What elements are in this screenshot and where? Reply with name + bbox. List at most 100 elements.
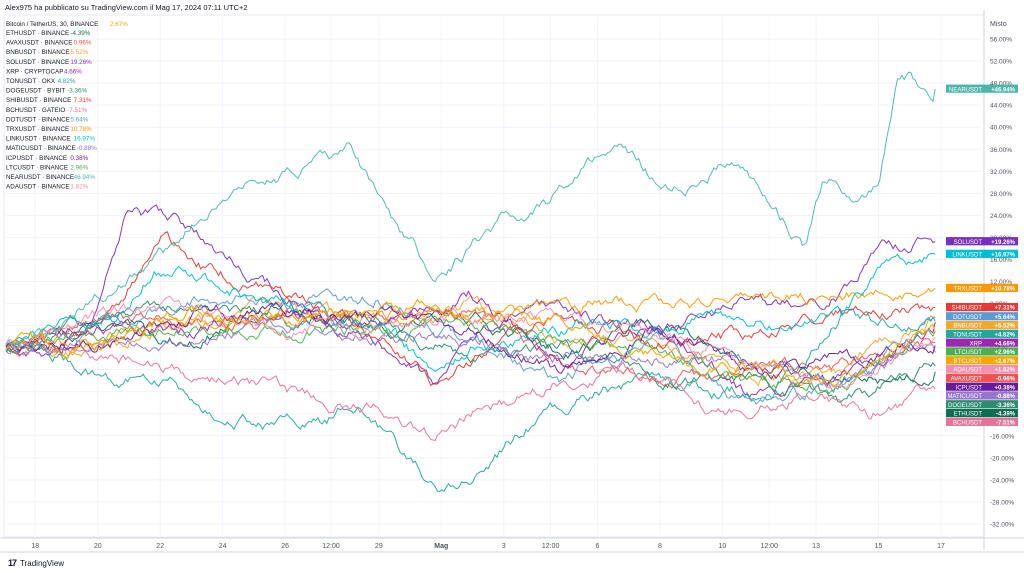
price-tag-name: DOTUSDT: [953, 315, 982, 321]
legend-main-row: Bitcoin / TetherUS, 30, BINANCE 2.67%: [6, 21, 128, 28]
legend-row-avaxusdt: AVAXUSDT · BINANCE 0.96%: [6, 40, 92, 47]
price-tag-name-bg: [946, 329, 984, 338]
y-tick-label: 28.00%: [990, 191, 1012, 198]
price-tag-name: ETHUSDT: [954, 412, 983, 418]
price-tag-value: +5.64%: [994, 315, 1015, 321]
legend-row-nearusdt: NEARUSDT · BINANCE 46.94%: [6, 174, 95, 181]
series-line-nearusdt: [5, 71, 936, 350]
y-tick-label: 12.00%: [990, 279, 1012, 286]
price-tag-value: +4.66%: [994, 341, 1015, 347]
legend-row-label: SOLUSDT · BINANCE: [6, 59, 69, 66]
price-tag-xrp: XRP +4.66%: [946, 338, 1018, 347]
x-tick-label: 6: [596, 543, 600, 550]
x-tick-label: 3: [502, 543, 506, 550]
series-line-xrp: [5, 290, 936, 399]
price-tag-name: SOLUSDT: [954, 240, 983, 246]
price-tag-ltcusdt: LTCUSDT +2.96%: [946, 347, 1018, 356]
legend-row-trxusdt: TRXUSDT · BINANCE 10.78%: [6, 126, 92, 133]
price-tag-name-bg: [946, 283, 984, 293]
legend-row-label: BNBUSDT · BINANCE: [6, 49, 70, 56]
legend-row-value: 10.78%: [70, 126, 92, 133]
x-tick-label: 24: [219, 543, 227, 550]
price-tag-value-bg: [984, 356, 1018, 365]
legend-row-bchusdt: BCHUSDT · GATEIO -7.51%: [6, 107, 88, 114]
legend-main-label: Bitcoin / TetherUS, 30, BINANCE: [6, 21, 98, 28]
price-tag-name-bg: [946, 84, 984, 93]
price-tag-name-bg: [946, 356, 984, 365]
legend-row-value: -4.39%: [70, 30, 90, 37]
x-tick-label: 22: [156, 543, 164, 550]
legend-row-value: 46.94%: [74, 174, 96, 181]
price-tag-value: +2.96%: [994, 350, 1015, 356]
y-tick-label: -28.00%: [990, 499, 1014, 506]
legend-row-adausdt: ADAUSDT · BINANCE 1.82%: [6, 184, 89, 191]
tradingview-logo-icon: 17: [8, 558, 17, 568]
legend-row-value: 7.31%: [74, 97, 92, 104]
price-tag-value: +16.97%: [991, 252, 1016, 258]
legend-row-label: NEARUSDT · BINANCE: [6, 174, 74, 181]
price-tag-value: -3.36%: [996, 403, 1016, 409]
x-tick-label: 15: [875, 543, 883, 550]
legend-row-label: AVAXUSDT · BINANCE: [6, 40, 72, 47]
y-tick-label: 56.00%: [990, 37, 1012, 44]
price-tag-value-bg: [984, 400, 1018, 409]
legend-row-value: 1.82%: [70, 184, 88, 191]
x-tick-label: 17: [937, 543, 945, 550]
price-tag-name: NEARUSDT: [949, 87, 982, 93]
price-tag-value-bg: [984, 329, 1018, 338]
series-line-tonusdt: [5, 308, 936, 493]
price-tags-layer: NEARUSDT +46.94% SOLUSDT +19.26% LINKUSDT +16…: [946, 84, 1018, 426]
price-tag-name: TONUSDT: [953, 332, 982, 338]
legend-row-value: 19.26%: [70, 59, 92, 66]
x-tick-label: 26: [281, 543, 289, 550]
legend-row-value: 0.38%: [70, 155, 88, 162]
price-tag-adausdt: ADAUSDT +1.82%: [946, 364, 1018, 374]
price-tag-value-bg: [984, 338, 1018, 347]
tradingview-brand[interactable]: 17 TradingView: [8, 558, 64, 568]
legend-row-bnbusdt: BNBUSDT · BINANCE 5.52%: [6, 49, 89, 56]
y-tick-label: 48.00%: [990, 81, 1012, 88]
price-tag-name: MATICUSDT: [947, 394, 982, 400]
price-tag-name: SHIBUSDT: [952, 306, 983, 312]
price-tag-name: BCHUSDT: [953, 420, 982, 426]
price-tag-value: +7.31%: [994, 306, 1015, 312]
axis-layer: Misto 56.00% 52.00% 48.00% 44.00% 40.00% 36.00…: [0, 10, 1024, 553]
series-line-adausdt: [5, 295, 936, 390]
price-tag-name-bg: [946, 373, 984, 382]
legend-row-tonusdt: TONUSDT · OKX 4.82%: [6, 78, 76, 85]
price-tag-value-bg: [984, 302, 1018, 312]
price-tag-name: XRP: [970, 341, 982, 347]
price-tag-value-bg: [984, 84, 1018, 93]
y-tick-label: -16.00%: [990, 433, 1014, 440]
price-tag-value-bg: [984, 283, 1018, 293]
price-tag-name-bg: [946, 312, 984, 321]
price-tag-name-bg: [946, 364, 984, 374]
x-tick-label: 10: [718, 543, 726, 550]
x-tick-label: 12:00: [322, 543, 340, 550]
series-line-dotusdt: [5, 288, 936, 405]
legend-row-solusdt: SOLUSDT · BINANCE 19.26%: [6, 59, 92, 66]
y-tick-label: -20.00%: [990, 455, 1014, 462]
scale-mode-label: Misto: [990, 21, 1007, 28]
legend-row-value: -7.51%: [67, 107, 87, 114]
price-tag-ethusdt: ETHUSDT -4.39%: [946, 408, 1018, 418]
x-tick-label: 29: [375, 543, 383, 550]
legend-row-dotusdt: DOTUSDT · BINANCE 5.64%: [6, 116, 89, 123]
legend-row-value: 4.82%: [58, 78, 76, 85]
price-tag-bnbusdt: BNBUSDT +5.52%: [946, 320, 1018, 330]
legend-row-label: TRXUSDT · BINANCE: [6, 126, 69, 133]
price-tag-name: LTCUSDT: [955, 350, 983, 356]
price-tag-dogeusdt: DOGEUSDT -3.36%: [946, 400, 1018, 409]
price-tag-name: LINKUSDT: [952, 252, 982, 258]
legend-layer: Bitcoin / TetherUS, 30, BINANCE 2.67% ETHU…: [6, 21, 128, 191]
series-line-linkusdt: [5, 252, 936, 372]
y-tick-label: 32.00%: [990, 169, 1012, 176]
price-tag-bchusdt: BCHUSDT -7.51%: [946, 417, 1018, 426]
legend-row-label: ETHUSDT · BINANCE: [6, 30, 69, 37]
price-tag-value-bg: [984, 382, 1018, 391]
x-tick-label: Mag: [434, 543, 448, 550]
price-tag-shibusdt: SHIBUSDT +7.31%: [946, 302, 1018, 312]
series-line-icpusdt: [5, 301, 936, 380]
legend-row-label: TONUSDT · OKX: [6, 78, 56, 85]
